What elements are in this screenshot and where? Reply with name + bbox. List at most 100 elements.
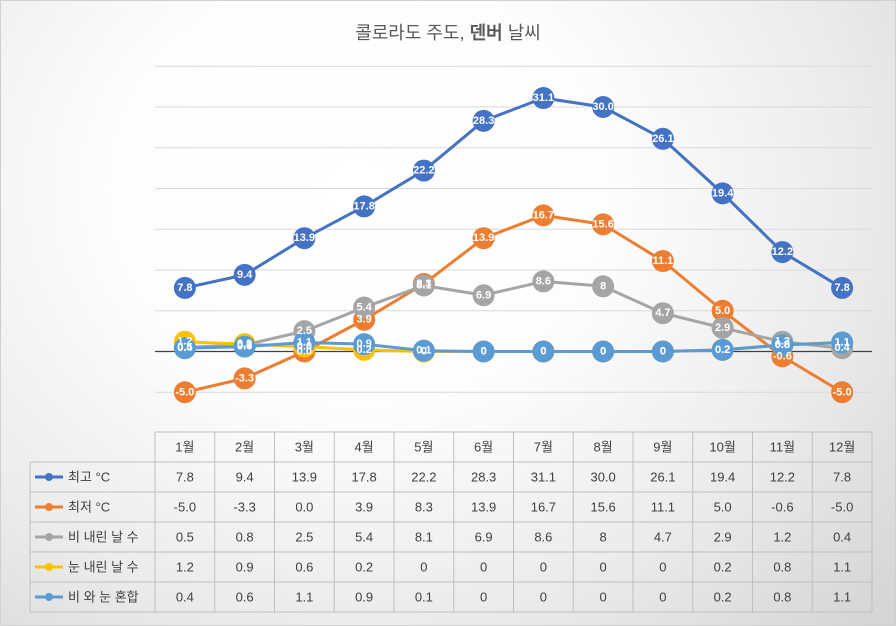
high-temp-marker	[771, 241, 794, 264]
table-cell: 0	[659, 590, 666, 605]
snow-days-data-label: 1.2	[177, 336, 192, 348]
low-temp-marker	[592, 213, 615, 236]
high-temp-marker	[293, 227, 316, 250]
low-temp-data-label: 8.3	[416, 278, 431, 290]
table-cell: -5.0	[831, 500, 853, 515]
rain-days-data-label: 6.9	[476, 289, 491, 301]
table-cell: 28.3	[471, 470, 496, 485]
rain-days-data-label: 8.1	[416, 279, 431, 291]
high-temp-data-label: 7.8	[177, 282, 192, 294]
table-cell: 0.2	[714, 560, 732, 575]
snow-days-data-label: 0	[540, 346, 546, 358]
low-temp-data-label: -3.3	[235, 372, 254, 384]
snow-days-data-label: 0.2	[715, 344, 730, 356]
table-cell: 0	[600, 590, 607, 605]
snow-days-data-label: 0	[421, 346, 427, 358]
table-cell: 15.6	[590, 500, 615, 515]
rain-days-data-label: 1.2	[775, 336, 790, 348]
table-cell: 0.8	[236, 530, 254, 545]
table-cell: -5.0	[174, 500, 196, 515]
table-cell: 0.6	[236, 590, 254, 605]
mixed-days-data-label: 0.4	[177, 342, 193, 354]
table-cell: 4.7	[654, 530, 672, 545]
table-row-label: 최저 °C	[68, 500, 110, 515]
low-temp-line	[183, 213, 844, 394]
snow-days-data-label: 0.2	[356, 344, 371, 356]
chart-title-part: 콜로라도 주도,	[355, 23, 470, 43]
table-cell: 8.6	[534, 530, 552, 545]
table-cell: 1.2	[176, 560, 194, 575]
table-cell: 30.0	[590, 470, 615, 485]
table-cell: 13.9	[292, 470, 317, 485]
table-header-month: 2월	[235, 440, 254, 455]
rain-days-marker	[412, 274, 435, 297]
snow-days-data-label: 1.1	[834, 337, 849, 349]
rain-days-data-label: 0.8	[237, 339, 252, 351]
mixed-days-data-label: 1.1	[834, 337, 849, 349]
table-cell: 22.2	[411, 470, 436, 485]
snow-days-data-label: 0.8	[775, 339, 790, 351]
table-cell: 0	[659, 560, 666, 575]
table-cell: 0.9	[355, 590, 373, 605]
table-header-month: 10월	[709, 440, 735, 455]
low-temp-data-label: 5.0	[715, 305, 730, 317]
table-cell: 0.5	[176, 530, 194, 545]
rain-days-data-label: 8.6	[536, 275, 551, 287]
high-temp-data-label: 7.8	[834, 282, 849, 294]
low-temp-data-label: 3.9	[356, 314, 371, 326]
table-row-label: 최고 °C	[68, 470, 110, 485]
legend-key-marker	[45, 593, 53, 601]
low-temp-marker	[233, 367, 256, 390]
table-cell: 0.4	[833, 530, 851, 545]
mixed-days-data-label: 0	[481, 346, 487, 358]
table-header-row: 1월 2월 3월 4월 5월 6월 7월 8월 9월 10월 11월 12월	[175, 440, 855, 455]
table-header-month: 9월	[653, 440, 672, 455]
table-cell: 0	[480, 590, 487, 605]
table-header-month: 3월	[295, 440, 314, 455]
high-temp-line	[183, 96, 844, 290]
low-temp-data-label: -0.6	[773, 350, 792, 362]
mixed-days-marker	[771, 333, 794, 356]
table-cell: 5.4	[355, 530, 373, 545]
table-cell: 0.4	[176, 590, 194, 605]
table-header-month: 7월	[534, 440, 553, 455]
legend-key-marker	[45, 563, 53, 571]
table-header-month: 1월	[175, 440, 194, 455]
mixed-days-marker	[592, 340, 615, 363]
mixed-days-marker	[412, 339, 435, 362]
low-temp-data-label: 15.6	[592, 218, 613, 230]
snow-days-data-label: 0.6	[297, 341, 312, 353]
table-header-month: 4월	[355, 440, 374, 455]
table-header-month: 8월	[594, 440, 613, 455]
table-cell: 0	[540, 560, 547, 575]
table-cell: 2.9	[714, 530, 732, 545]
mixed-days-marker	[472, 340, 495, 363]
high-temp-data-label: 22.2	[413, 165, 434, 177]
rain-days-marker	[711, 316, 734, 339]
low-temp-data-label: 0.0	[297, 346, 312, 358]
high-temp-data-label: 26.1	[652, 133, 673, 145]
high-temp-data-label: 17.8	[353, 200, 374, 212]
table-cell: 26.1	[650, 470, 675, 485]
high-temp-marker	[532, 87, 555, 110]
table-cell: 0	[480, 560, 487, 575]
high-temp-marker	[592, 96, 615, 118]
table-cell: 0.8	[773, 560, 791, 575]
mixed-days-data-label: 0.1	[416, 345, 431, 357]
high-temp-series	[173, 87, 854, 299]
mixed-days-data-label: 0.8	[775, 339, 790, 351]
rain-days-line	[183, 279, 844, 350]
table-cell: 0	[540, 590, 547, 605]
high-temp-data-label: 28.3	[473, 115, 494, 127]
chart-title-part: 날씨	[502, 23, 541, 43]
table-cell: 8	[600, 530, 607, 545]
table-cell: 12.2	[770, 470, 795, 485]
high-temp-marker	[233, 263, 256, 286]
mixed-days-marker	[651, 340, 674, 363]
mixed-days-data-label: 1.1	[297, 337, 312, 349]
table-cell: 1.1	[833, 560, 851, 575]
rain-days-marker	[353, 296, 376, 319]
mixed-days-marker	[353, 333, 376, 356]
table-cell: 1.1	[295, 590, 313, 605]
